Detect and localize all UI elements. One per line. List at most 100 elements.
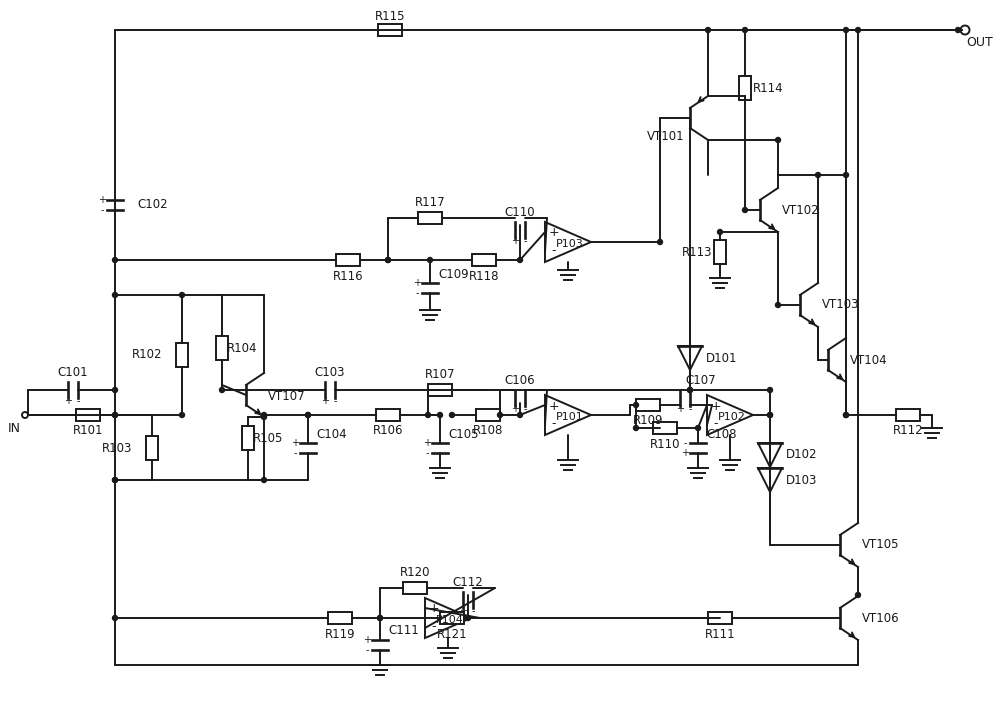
Circle shape bbox=[426, 413, 430, 418]
Text: -: - bbox=[432, 621, 436, 633]
Circle shape bbox=[718, 229, 722, 235]
Text: VT105: VT105 bbox=[862, 538, 900, 551]
Bar bbox=[336, 254, 360, 266]
Text: +: + bbox=[549, 226, 559, 240]
Circle shape bbox=[634, 425, 639, 430]
Circle shape bbox=[112, 292, 118, 297]
Text: R120: R120 bbox=[400, 565, 430, 579]
Bar bbox=[403, 582, 427, 594]
Text: +: + bbox=[681, 448, 689, 458]
Text: -: - bbox=[688, 404, 692, 414]
Text: R112: R112 bbox=[893, 425, 923, 437]
Circle shape bbox=[386, 257, 390, 262]
Text: P101: P101 bbox=[556, 412, 584, 422]
Text: +: + bbox=[321, 396, 329, 406]
Circle shape bbox=[262, 413, 266, 418]
Circle shape bbox=[768, 387, 772, 392]
Circle shape bbox=[658, 240, 662, 245]
Text: R107: R107 bbox=[425, 368, 455, 380]
Text: R118: R118 bbox=[469, 269, 499, 283]
Text: C111: C111 bbox=[388, 624, 419, 638]
Circle shape bbox=[438, 413, 442, 418]
Text: C108: C108 bbox=[706, 427, 736, 441]
Circle shape bbox=[220, 387, 224, 392]
Text: R103: R103 bbox=[102, 441, 132, 455]
Circle shape bbox=[768, 413, 772, 418]
Text: -: - bbox=[293, 448, 297, 458]
Bar bbox=[216, 336, 228, 360]
Bar bbox=[472, 254, 496, 266]
Text: +: + bbox=[98, 195, 106, 205]
Circle shape bbox=[518, 257, 522, 262]
Bar bbox=[418, 212, 442, 224]
Circle shape bbox=[386, 257, 390, 262]
Text: VT103: VT103 bbox=[822, 299, 860, 311]
Text: C112: C112 bbox=[453, 576, 483, 588]
Circle shape bbox=[180, 413, 184, 418]
Text: +: + bbox=[711, 399, 721, 413]
Circle shape bbox=[498, 413, 503, 418]
Circle shape bbox=[428, 257, 432, 262]
Text: R102: R102 bbox=[132, 349, 162, 361]
Circle shape bbox=[262, 477, 266, 482]
Circle shape bbox=[844, 413, 848, 418]
Bar bbox=[739, 76, 751, 100]
Text: -: - bbox=[365, 645, 369, 655]
Circle shape bbox=[306, 413, 310, 418]
Text: R105: R105 bbox=[253, 432, 283, 444]
Circle shape bbox=[696, 425, 700, 430]
Text: C107: C107 bbox=[685, 373, 716, 387]
Text: C105: C105 bbox=[448, 427, 479, 441]
Text: -: - bbox=[333, 396, 337, 406]
Text: -: - bbox=[523, 236, 527, 246]
Bar bbox=[428, 384, 452, 396]
Text: C104: C104 bbox=[316, 427, 347, 441]
Bar bbox=[708, 612, 732, 624]
Text: R109: R109 bbox=[633, 415, 663, 427]
Text: -: - bbox=[683, 438, 687, 448]
Circle shape bbox=[112, 387, 118, 392]
Text: R116: R116 bbox=[333, 269, 363, 283]
Text: C103: C103 bbox=[315, 366, 345, 378]
Text: +: + bbox=[413, 278, 421, 288]
Circle shape bbox=[450, 413, 454, 418]
Text: D102: D102 bbox=[786, 449, 818, 461]
Bar bbox=[376, 409, 400, 421]
Bar bbox=[176, 343, 188, 367]
Circle shape bbox=[518, 413, 522, 418]
Circle shape bbox=[466, 616, 471, 621]
Text: VT101: VT101 bbox=[647, 129, 685, 143]
Bar bbox=[896, 409, 920, 421]
Text: C101: C101 bbox=[58, 366, 88, 378]
Text: C106: C106 bbox=[505, 373, 535, 387]
Bar bbox=[378, 24, 402, 36]
Text: +: + bbox=[549, 399, 559, 413]
Circle shape bbox=[688, 387, 692, 392]
Bar bbox=[328, 612, 352, 624]
Circle shape bbox=[956, 27, 960, 32]
Text: OUT: OUT bbox=[967, 35, 993, 49]
Circle shape bbox=[844, 172, 848, 177]
Circle shape bbox=[112, 616, 118, 621]
Text: R119: R119 bbox=[325, 628, 355, 640]
Text: R106: R106 bbox=[373, 425, 403, 437]
Bar bbox=[440, 612, 464, 624]
Text: C110: C110 bbox=[505, 205, 535, 219]
Text: +: + bbox=[511, 404, 519, 414]
Text: +: + bbox=[429, 602, 439, 616]
Circle shape bbox=[776, 138, 780, 143]
Text: -: - bbox=[552, 418, 556, 430]
Text: -: - bbox=[425, 448, 429, 458]
Text: R110: R110 bbox=[650, 437, 680, 451]
Circle shape bbox=[112, 477, 118, 482]
Circle shape bbox=[776, 302, 780, 307]
Bar bbox=[146, 436, 158, 460]
Text: +: + bbox=[676, 404, 684, 414]
Text: R121: R121 bbox=[437, 628, 467, 640]
Circle shape bbox=[262, 415, 266, 420]
Text: P104: P104 bbox=[436, 615, 464, 625]
Text: R115: R115 bbox=[375, 10, 405, 22]
Circle shape bbox=[768, 413, 772, 418]
Bar bbox=[653, 422, 677, 434]
Text: D101: D101 bbox=[706, 352, 738, 364]
